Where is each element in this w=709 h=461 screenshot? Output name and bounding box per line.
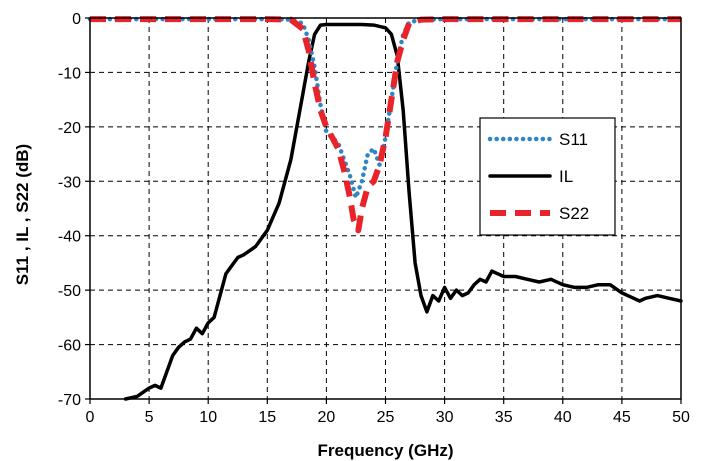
x-tick-label: 10 [199, 409, 217, 426]
y-tick-label: 0 [72, 11, 81, 28]
legend: S11 IL S22 [479, 117, 616, 236]
y-tick-label: -20 [58, 120, 81, 137]
x-tick-label: 25 [377, 409, 395, 426]
y-tick-label: -60 [58, 338, 81, 355]
y-axis-title: S11 , IL , S22 (dB) [13, 144, 32, 285]
x-tick-label: 50 [672, 409, 690, 426]
x-tick-label: 30 [436, 409, 454, 426]
grid [90, 18, 681, 399]
y-tick-label: -50 [58, 283, 81, 300]
x-tick-label: 5 [145, 409, 154, 426]
ticks: 0 5 10 15 20 25 30 35 40 45 50 0 -10 -20 -30 -40 -50 -60 -… [58, 11, 690, 426]
y-tick-label: -30 [58, 174, 81, 191]
series-layer [87, 16, 684, 401]
y-tick-label: -10 [58, 65, 81, 82]
x-tick-label: 35 [495, 409, 513, 426]
x-tick-label: 40 [554, 409, 572, 426]
x-tick-label: 15 [258, 409, 276, 426]
legend-label: S22 [559, 204, 589, 223]
x-tick-label: 45 [613, 409, 631, 426]
x-axis-title: Frequency (GHz) [317, 441, 453, 460]
y-tick-label: -40 [58, 229, 81, 246]
legend-label: IL [559, 167, 573, 186]
series-line-s22 [90, 16, 681, 234]
x-tick-label: 0 [86, 409, 95, 426]
y-tick-label: -70 [58, 392, 81, 409]
x-tick-label: 20 [318, 409, 336, 426]
legend-label: S11 [559, 130, 588, 149]
